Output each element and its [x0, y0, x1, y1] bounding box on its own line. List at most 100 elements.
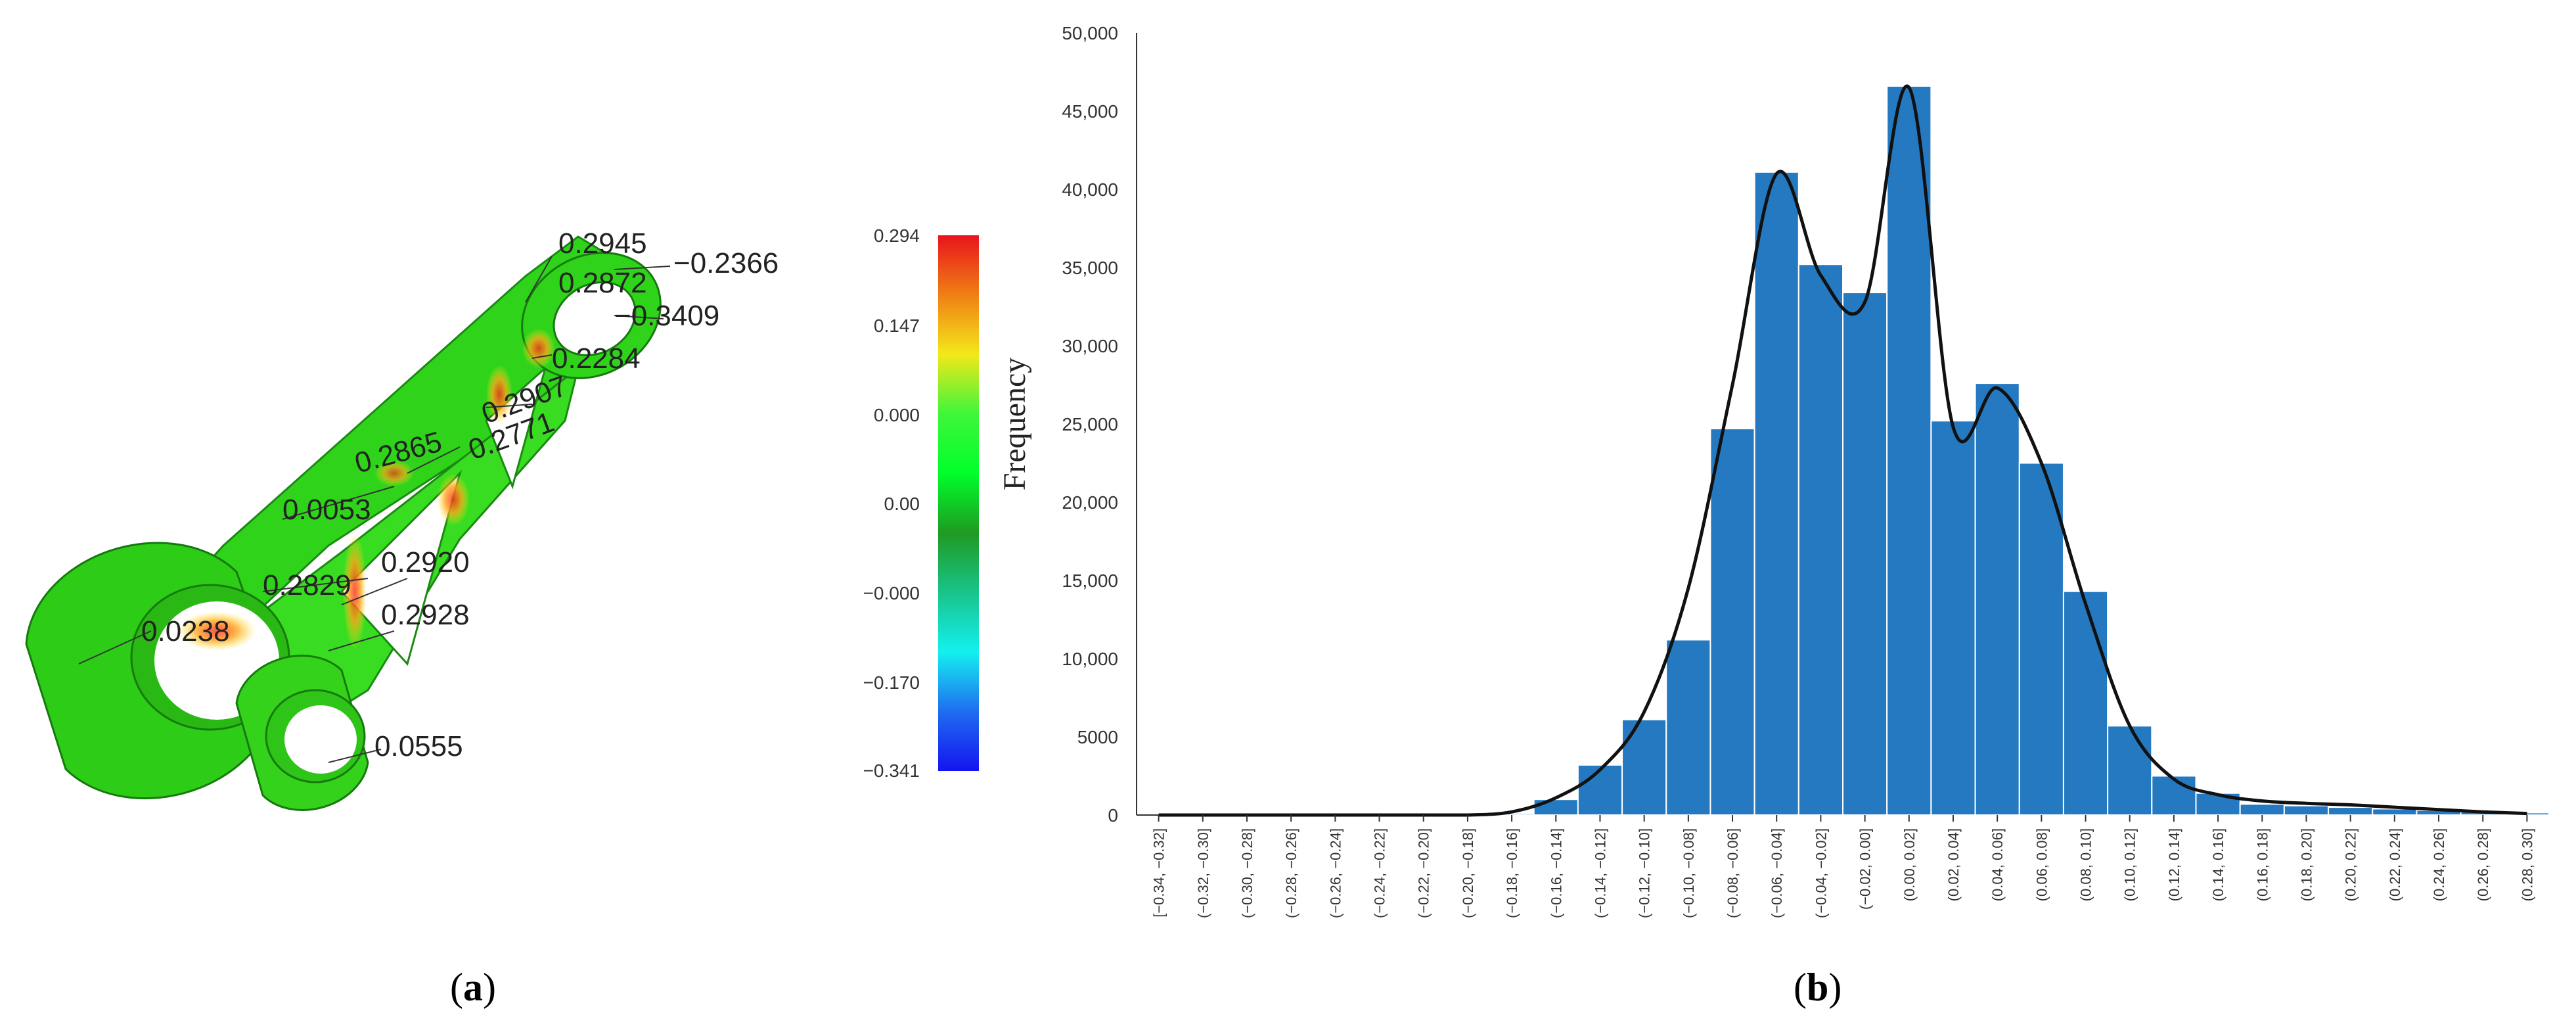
top-ring-bore — [553, 281, 637, 357]
x-tick-label: (−0.06, −0.04] — [1769, 828, 1785, 918]
x-tick-label: (0.00, 0.02] — [1901, 828, 1918, 901]
histogram-bar — [2062, 590, 2109, 816]
annotation: 0.2284 — [552, 342, 641, 375]
histogram-bar — [2328, 806, 2374, 816]
x-tick-label: (0.22, 0.24] — [2387, 828, 2403, 901]
histogram-bar — [1577, 764, 1623, 816]
x-tick-label: (0.24, 0.26] — [2431, 828, 2447, 901]
x-tick-label: (−0.08, −0.06] — [1725, 828, 1741, 918]
hot-spot — [343, 532, 367, 651]
y-tick-label: 45,000 — [1062, 101, 1118, 122]
y-tick-label: 10,000 — [1062, 649, 1118, 669]
hot-spot — [437, 473, 470, 526]
x-tick-label: (0.12, 0.14] — [2166, 828, 2182, 901]
y-axis-title: Frequency — [997, 358, 1032, 491]
annotation: 0.0555 — [374, 730, 463, 762]
histogram-bar — [1797, 264, 1843, 816]
x-tick-label: (0.04, 0.06] — [1989, 828, 2006, 901]
histogram-bar — [1709, 428, 1755, 816]
annotation: 0.2920 — [381, 546, 470, 578]
colorbar-label: 0.000 — [874, 405, 920, 425]
x-tick-label: (−0.02, 0.00] — [1857, 828, 1874, 910]
colorbar-swatch — [938, 235, 979, 771]
y-tick-label: 20,000 — [1062, 492, 1118, 513]
y-tick-label: 25,000 — [1062, 414, 1118, 434]
colorbar-labels: 0.294 0.147 0.000 0.00 −0.000 −0.170 −0.… — [863, 225, 920, 781]
colorbar-label: −0.341 — [863, 760, 920, 781]
x-tick-label: (−0.28, −0.26] — [1283, 828, 1299, 918]
x-tick-label: (−0.10, −0.08] — [1681, 828, 1697, 918]
x-tick-label: (0.08, 0.10] — [2078, 828, 2094, 901]
histogram-bar — [1621, 718, 1667, 816]
histogram-bar — [2283, 805, 2330, 816]
histogram-bar — [2151, 775, 2197, 816]
histogram-bar — [1974, 383, 2020, 816]
panel-b-caption-letter: b — [1806, 966, 1829, 1009]
colorbar-label: 0.00 — [884, 494, 920, 514]
x-tick-label: (−0.30, −0.28] — [1239, 828, 1255, 918]
leader-lines — [78, 256, 671, 763]
x-tick-label: (−0.04, −0.02] — [1813, 828, 1829, 918]
histogram-bar — [1533, 799, 1579, 816]
hot-spot — [374, 460, 414, 486]
density-curve — [1158, 84, 2527, 817]
x-tick-label: [−0.34, −0.32] — [1151, 828, 1167, 918]
histogram-chart: 0 5000 10,000 15,000 20,000 25,000 30,000 35,00… — [997, 23, 2550, 918]
x-tick-label: (−0.24, −0.22] — [1372, 828, 1388, 918]
hot-spot — [522, 329, 555, 368]
x-tick-label: (0.16, 0.18] — [2254, 828, 2271, 901]
histogram-bar — [1665, 639, 1711, 816]
y-tick-label: 0 — [1108, 805, 1118, 826]
y-tick-label: 50,000 — [1062, 23, 1118, 43]
x-tick-labels: [−0.34, −0.32] (−0.32, −0.30] (−0.30, −0.2… — [1151, 815, 2535, 918]
x-tick-label: (−0.20, −0.18] — [1460, 828, 1476, 918]
y-tick-label: 40,000 — [1062, 179, 1118, 200]
histogram-bar — [2107, 725, 2153, 816]
x-tick-label: (−0.16, −0.14] — [1548, 828, 1564, 918]
x-tick-label: (0.02, 0.04] — [1945, 828, 1962, 901]
colorbar-label: −0.000 — [863, 583, 920, 603]
histogram-bar — [1930, 420, 1976, 816]
truss-opening — [340, 469, 462, 666]
panel-a-caption: (a) — [450, 966, 496, 1009]
x-tick-label: (−0.22, −0.20] — [1416, 828, 1432, 918]
annotation: 0.2829 — [263, 569, 351, 601]
y-tick-label: 35,000 — [1062, 258, 1118, 278]
x-tick-label: (0.10, 0.12] — [2122, 828, 2138, 901]
annotation: 0.2872 — [558, 267, 647, 299]
panel-a: 0.2945 0.2872 −0.2366 −0.3409 0.2284 0.2… — [25, 225, 979, 811]
colorbar-label: 0.147 — [874, 315, 920, 336]
histogram-bar — [2372, 808, 2418, 816]
truss-opening-2 — [485, 365, 547, 490]
x-tick-label: (−0.14, −0.12] — [1592, 828, 1608, 918]
histogram-bar — [2018, 462, 2064, 816]
colorbar-label: 0.294 — [874, 225, 920, 246]
x-tick-label: (−0.12, −0.10] — [1637, 828, 1653, 918]
y-tick-label: 30,000 — [1062, 336, 1118, 356]
x-tick-label: (−0.32, −0.30] — [1195, 828, 1211, 918]
y-tick-label: 15,000 — [1062, 571, 1118, 591]
x-tick-label: (0.18, 0.20] — [2298, 828, 2315, 901]
y-tick-label: 5000 — [1077, 727, 1118, 747]
x-tick-label: (−0.18, −0.16] — [1504, 828, 1520, 918]
hot-spot — [177, 611, 256, 651]
hot-spot — [486, 365, 512, 424]
annotation: 0.2945 — [558, 227, 647, 260]
annotation: 0.0053 — [282, 494, 371, 526]
part-render — [25, 235, 662, 811]
panel-a-caption-letter: a — [463, 966, 483, 1009]
histogram-bar — [2239, 803, 2285, 816]
small-cylinder-bore-inner — [284, 705, 357, 774]
annotation: 0.0238 — [141, 615, 230, 647]
annotation: −0.3409 — [614, 300, 719, 332]
x-tick-label: (0.14, 0.16] — [2210, 828, 2226, 901]
x-tick-label: (0.06, 0.08] — [2033, 828, 2050, 901]
colorbar-label: −0.170 — [863, 672, 920, 693]
histogram-bar — [1753, 171, 1799, 816]
y-tick-labels: 0 5000 10,000 15,000 20,000 25,000 30,000 35,00… — [1062, 23, 1118, 826]
x-tick-label: (−0.26, −0.24] — [1327, 828, 1344, 918]
annotation: 0.2928 — [381, 599, 470, 631]
panel-b-caption: (b) — [1794, 966, 1842, 1009]
colorbar: 0.294 0.147 0.000 0.00 −0.000 −0.170 −0.… — [863, 225, 979, 781]
